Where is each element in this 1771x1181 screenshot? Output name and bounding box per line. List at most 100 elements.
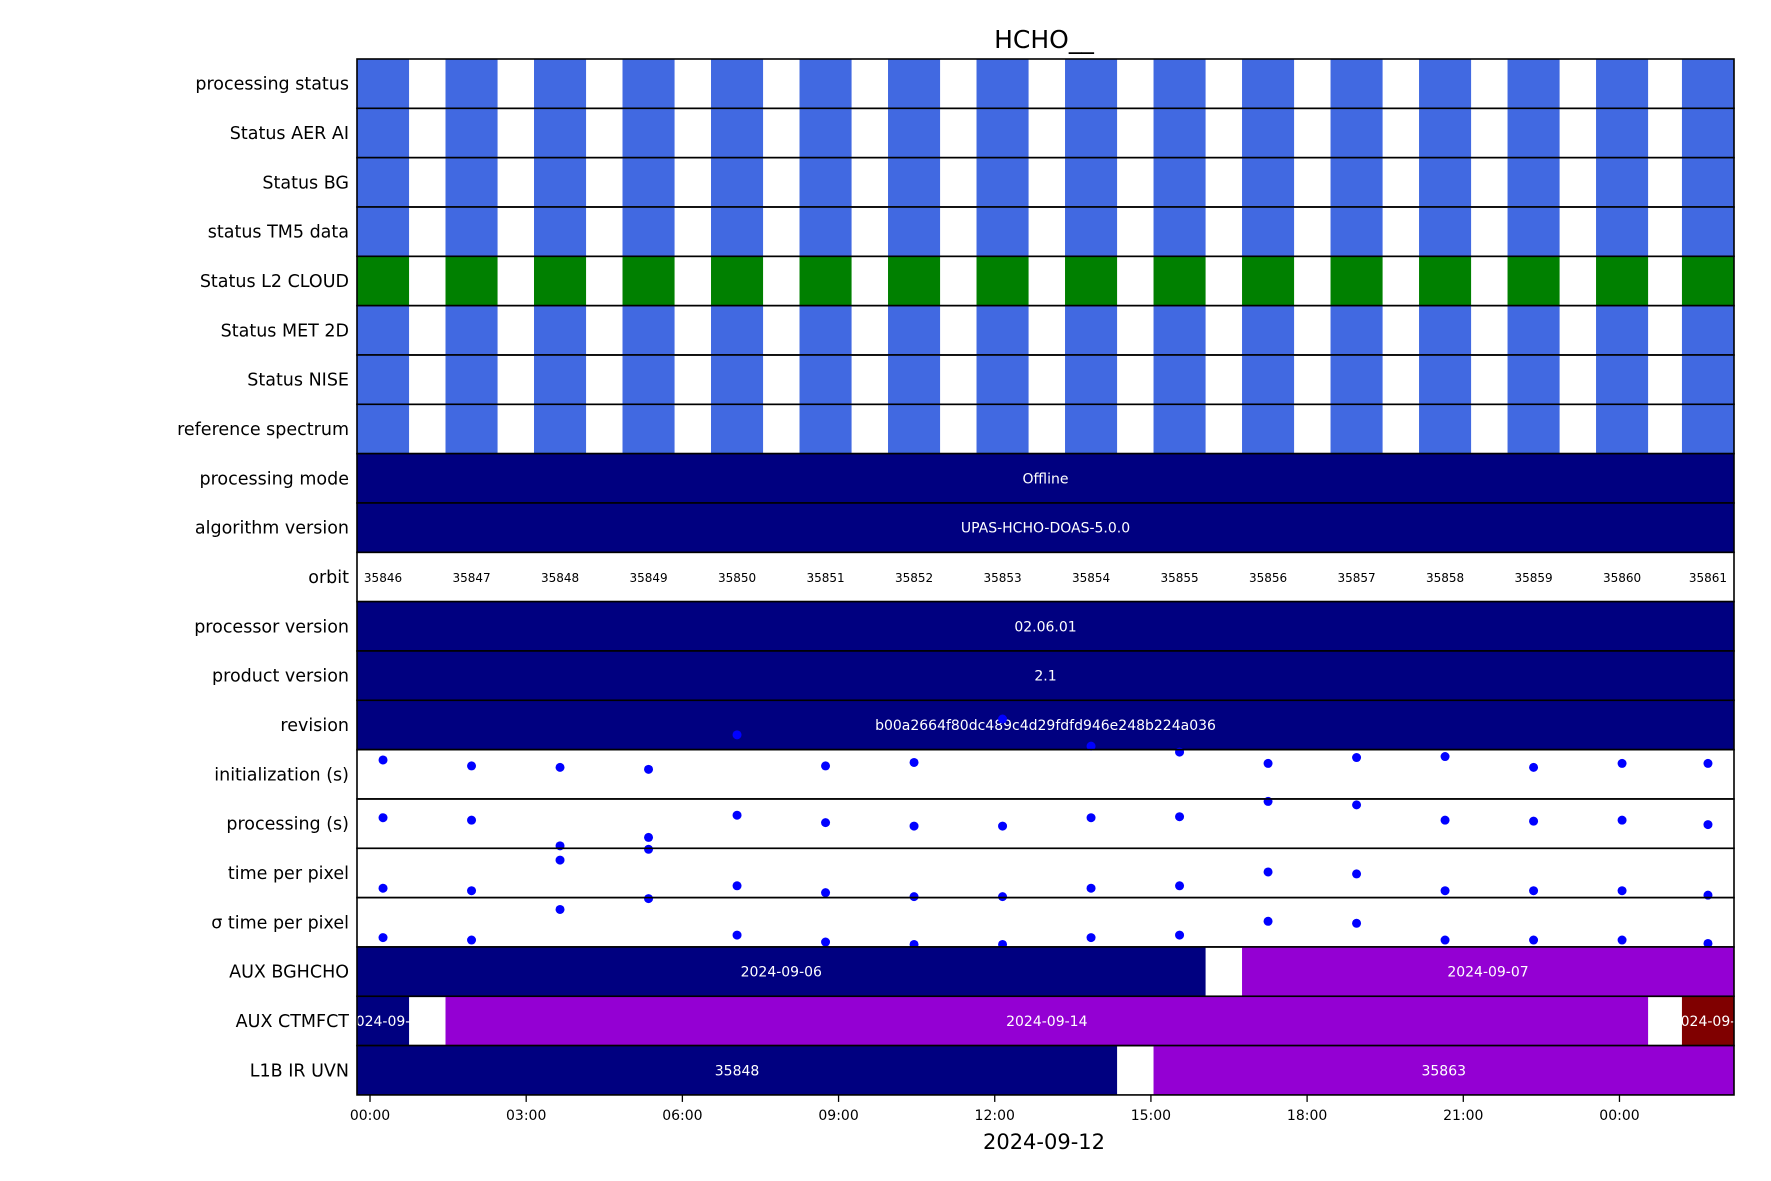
data-point [1175,812,1185,822]
x-axis-label: 2024-09-12 [983,1130,1105,1154]
granule-bar [711,206,764,257]
granule-bar [1065,206,1118,257]
data-point [1263,758,1273,768]
data-point [378,883,388,893]
granule-bar [799,157,852,207]
granule-bar [711,256,764,306]
granule-bar [1330,59,1383,109]
data-point [644,844,654,854]
data-point [909,757,919,767]
granule-bar [888,354,941,405]
span-label: 2024-09-14 [1006,1014,1087,1030]
data-point [378,813,388,823]
granule-bar [1596,157,1649,207]
granule-bar [1242,305,1295,355]
orbit-label: 35860 [1603,571,1641,585]
row-label: revision [280,716,349,736]
granule-bar [534,157,587,207]
span-label: 2024-09-1 [347,1014,419,1030]
data-point [1529,935,1539,945]
granule-bar [1507,305,1560,355]
data-point [998,892,1008,902]
granule-bar [1153,256,1206,306]
granule-bar [1419,59,1472,109]
span-bar [357,1045,1118,1095]
data-point [644,894,654,904]
data-point [909,892,919,902]
granule-bar [1681,59,1734,109]
data-point [909,821,919,831]
data-point [821,888,831,898]
data-point [732,810,742,820]
data-point [998,714,1008,724]
span-label: b00a2664f80dc489c4d29fdfd946e248b224a036 [875,718,1216,734]
span-label: 2024-09-06 [741,965,822,981]
data-point [1617,886,1627,896]
granule-bar [888,206,941,257]
data-point [732,881,742,891]
row-6: Status NISE [247,354,1735,406]
x-tick-label: 18:00 [1287,1108,1327,1124]
granule-bar [445,305,498,355]
data-point [1617,758,1627,768]
data-point [1703,938,1713,948]
granule-bar [445,404,498,454]
span-bar [1153,1045,1734,1095]
granule-bar [799,206,852,257]
x-tick-label: 00:00 [350,1108,390,1124]
row-16: time per pixel [228,844,1735,902]
granule-bar [1330,404,1383,454]
data-point [378,755,388,765]
row-label: processing status [195,75,349,95]
granule-bar [1065,157,1118,207]
data-point [467,761,477,771]
granule-bar [1419,206,1472,257]
granule-bar [1507,59,1560,109]
granule-bar [622,404,675,454]
granule-bar [976,354,1029,405]
orbit-label: 35851 [806,571,844,585]
granule-bar [1153,157,1206,207]
orbit-label: 35856 [1249,571,1287,585]
granule-bar [622,206,675,257]
data-point [1175,881,1185,891]
data-point [821,818,831,828]
granule-bar [1507,354,1560,405]
granule-bar [888,305,941,355]
granule-bar [445,256,498,306]
granule-bar [888,157,941,207]
data-point [1529,762,1539,772]
granule-bar [534,354,587,405]
orbit-label: 35847 [452,571,490,585]
data-point [998,821,1008,831]
granule-bar [1330,354,1383,405]
chart-rows: processing status Status AER AI Status BG s… [177,58,1744,1096]
data-point [732,730,742,740]
data-point [467,935,477,945]
row-label: Status NISE [247,371,349,391]
granule-bar [1330,305,1383,355]
data-point [467,815,477,825]
granule-bar [976,157,1029,207]
span-bar [357,502,1734,553]
granule-bar [622,305,675,355]
span-label: UPAS-HCHO-DOAS-5.0.0 [961,521,1130,537]
data-point [555,855,565,865]
granule-bar [534,305,587,355]
granule-bar [445,157,498,207]
granule-bar [1596,305,1649,355]
data-point [1617,815,1627,825]
row-frame [356,1044,1735,1096]
granule-bar [1596,354,1649,405]
granule-bar [799,108,852,158]
granule-bar [622,354,675,405]
granule-bar [1242,256,1295,306]
granule-bar [1065,108,1118,158]
granule-bar [888,404,941,454]
row-label: processing mode [199,469,349,489]
granule-bar [1419,354,1472,405]
x-tick-label: 12:00 [975,1108,1015,1124]
granule-bar [976,59,1029,109]
granule-bar [622,108,675,158]
granule-bar [976,108,1029,158]
